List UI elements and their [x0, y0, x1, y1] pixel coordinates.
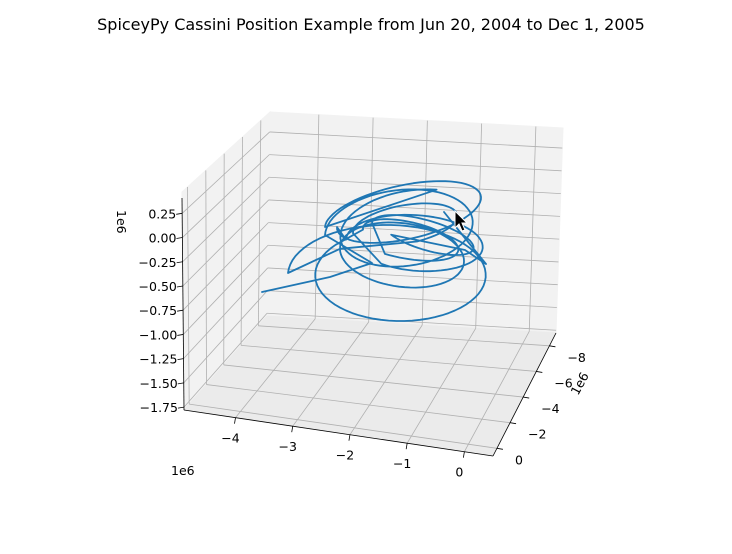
- y-axis-line: [492, 332, 557, 457]
- z-grid-line: [269, 154, 562, 172]
- z-grid-line: [267, 290, 557, 308]
- y-grid-line: [241, 344, 537, 372]
- z-grid-line: [183, 267, 268, 359]
- z-tick-label: −1.50: [139, 376, 177, 391]
- z-tick-mark: [177, 358, 184, 361]
- z-tick-label: −1.25: [139, 352, 177, 367]
- y-tick-mark: [549, 345, 556, 348]
- y-grid-line: [187, 186, 190, 405]
- z-axis-offset-label: 1e6: [114, 210, 129, 234]
- x-tick-mark: [462, 451, 465, 458]
- y-tick-mark: [496, 447, 504, 450]
- y-grid-line: [206, 384, 511, 424]
- z-tick-mark: [176, 237, 183, 239]
- z-grid-line: [269, 176, 561, 194]
- x-tick-label: 0: [455, 465, 463, 480]
- x-grid-line: [235, 318, 316, 418]
- mouse-pointer-icon: [454, 209, 469, 232]
- z-grid-line: [268, 244, 559, 263]
- x-grid-line: [421, 120, 428, 326]
- z-tick-label: −1.00: [139, 327, 177, 342]
- y-tick-label: −6: [554, 375, 572, 390]
- x-axis-offset-label: 1e6: [171, 463, 195, 478]
- z-tick-label: −1.75: [140, 400, 178, 415]
- y-axis-offset-label: 1e6: [567, 369, 591, 397]
- z-tick-label: 0.25: [148, 206, 176, 221]
- y-grid-line: [223, 364, 524, 398]
- x-grid-line: [475, 123, 483, 329]
- z-grid-line: [183, 245, 269, 335]
- z-tick-mark: [177, 382, 184, 385]
- z-grid-line: [182, 154, 270, 238]
- z-tick-mark: [176, 285, 183, 288]
- y-tick-label: −8: [567, 350, 585, 365]
- x-grid-line: [349, 324, 423, 435]
- cassini-trajectory-line: [261, 180, 487, 322]
- y-tick-mark: [509, 422, 517, 425]
- y-tick-label: −4: [541, 401, 559, 416]
- axes-panes: [181, 110, 564, 457]
- z-axis-line: [181, 197, 185, 411]
- z-tick-label: −0.75: [139, 303, 177, 318]
- x-tick-mark: [405, 443, 408, 450]
- z-grid-line: [268, 199, 561, 217]
- x-grid-line: [406, 328, 477, 444]
- chart-title: SpiceyPy Cassini Position Example from J…: [97, 15, 645, 34]
- z-tick-label: −0.25: [138, 255, 176, 270]
- y-grid-line: [189, 403, 497, 449]
- z-grid-line: [183, 290, 268, 384]
- z-tick-mark: [177, 406, 185, 409]
- x-grid-line: [528, 126, 537, 332]
- y-tick-mark: [536, 371, 543, 373]
- x-tick-mark: [348, 434, 351, 441]
- axis-ticks: −4 −3 −2 −1 0 0 −2 −4 −6 −8 0.25 0.00 −0.25 −0.50 −0.7…: [138, 206, 586, 479]
- x-tick-label: −3: [279, 439, 297, 454]
- y-grid-line: [258, 325, 550, 347]
- z-tick-mark: [177, 309, 184, 312]
- x-tick-mark: [291, 426, 294, 433]
- z-tick-label: 0.00: [149, 231, 177, 246]
- z-grid-line: [181, 131, 270, 214]
- z-grid-line: [268, 222, 560, 240]
- z-grid-line: [182, 199, 269, 287]
- x-tick-mark: [234, 417, 236, 424]
- z-grid-line: [182, 176, 270, 263]
- x-grid-line: [464, 331, 530, 452]
- z-tick-mark: [176, 212, 183, 215]
- x-tick-label: −4: [221, 431, 239, 446]
- y-tick-label: −2: [528, 427, 546, 442]
- y-grid-line: [205, 170, 207, 385]
- z-tick-label: −0.50: [139, 279, 177, 294]
- z-grid-line: [182, 222, 269, 311]
- z-grid-line: [267, 312, 557, 331]
- x-tick-label: −1: [393, 456, 411, 471]
- x-grid-line: [292, 321, 370, 427]
- y-tick-mark: [523, 396, 530, 399]
- z-tick-mark: [177, 334, 184, 336]
- x-grid-line: [314, 114, 320, 319]
- z-grid-line: [269, 131, 563, 149]
- y-grid-line: [257, 120, 262, 326]
- x-tick-label: −2: [336, 448, 354, 463]
- z-grid-line: [183, 313, 268, 408]
- y-grid-line: [240, 136, 243, 346]
- trajectory-series: [261, 180, 487, 322]
- z-tick-mark: [176, 261, 183, 264]
- y-tick-label: 0: [515, 452, 523, 467]
- grid-lines: [181, 114, 563, 452]
